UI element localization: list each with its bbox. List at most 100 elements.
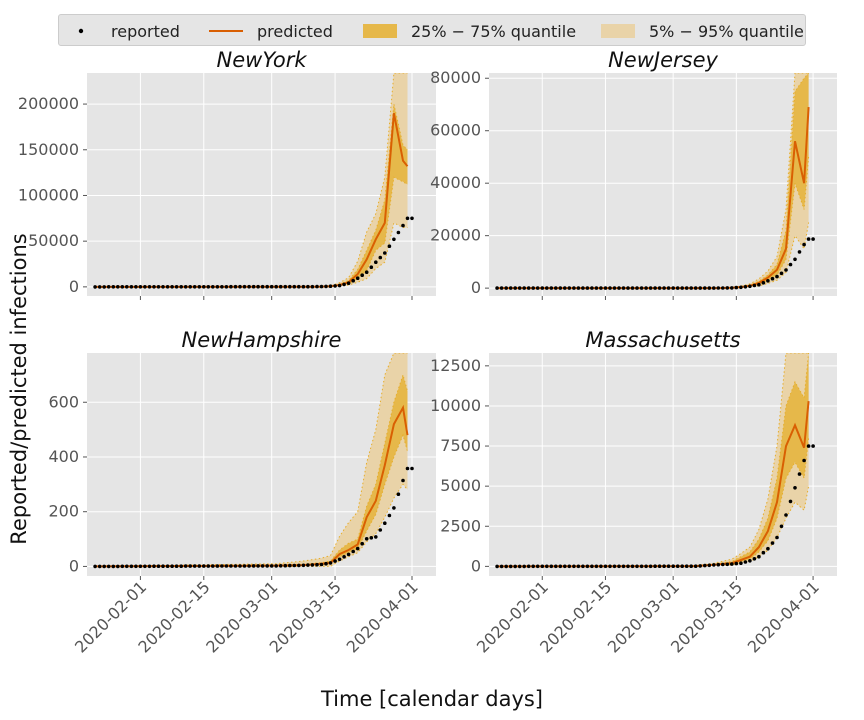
reported-point	[545, 564, 549, 569]
reported-point	[233, 564, 238, 568]
legend-item-predicted: predicted	[209, 15, 333, 47]
reported-point	[757, 554, 761, 559]
reported-point	[292, 284, 297, 289]
reported-point	[617, 286, 621, 290]
reported-point	[526, 286, 531, 290]
plot-content	[93, 353, 414, 569]
reported-point	[229, 564, 233, 568]
reported-point	[206, 285, 211, 289]
reported-point	[684, 564, 689, 568]
reported-point	[653, 286, 657, 290]
y-tick-label: 40000	[430, 173, 481, 192]
y-tick-label: 20000	[430, 226, 481, 245]
reported-point	[233, 284, 238, 289]
reported-point	[549, 564, 554, 569]
panel-title: NewJersey	[608, 48, 718, 72]
reported-point	[576, 564, 581, 569]
reported-point	[635, 286, 639, 290]
reported-point	[387, 244, 392, 248]
reported-point	[535, 286, 540, 290]
panel-title: Massachusetts	[585, 328, 740, 352]
reported-point	[152, 564, 156, 568]
reported-point	[608, 286, 612, 290]
reported-point	[567, 564, 572, 569]
reported-point	[712, 286, 716, 290]
legend-item-reported: reported	[73, 15, 180, 47]
reported-point	[206, 564, 211, 568]
y-tick-label: 200000	[18, 94, 79, 113]
reported-point	[269, 564, 274, 568]
reported-point	[260, 284, 265, 289]
reported-point	[675, 564, 680, 568]
reported-point	[806, 237, 811, 241]
reported-point	[693, 564, 698, 568]
reported-point	[202, 285, 206, 289]
reported-point	[147, 564, 152, 569]
panel-newyork: 0 50000 100000 150000 200000 NewYork	[18, 48, 436, 300]
reported-point	[265, 284, 270, 289]
reported-point	[572, 564, 576, 569]
reported-point	[134, 564, 138, 569]
y-tick-label: 10000	[430, 396, 481, 415]
reported-point	[689, 564, 693, 568]
reported-point	[251, 284, 256, 289]
reported-point	[156, 285, 161, 289]
quantile-5-95-band-edge	[95, 483, 408, 567]
reported-point	[410, 216, 414, 221]
reported-point	[220, 285, 224, 289]
reported-point	[125, 285, 129, 289]
reported-point	[797, 472, 802, 476]
reported-point	[247, 284, 251, 289]
reported-point	[288, 284, 292, 289]
reported-point	[324, 284, 328, 289]
reported-point	[125, 564, 129, 569]
reported-point	[775, 274, 779, 279]
reported-point	[333, 559, 337, 563]
reported-point	[517, 286, 522, 290]
reported-point	[535, 564, 540, 569]
reported-point	[319, 562, 324, 567]
y-tick-label: 150000	[18, 140, 79, 159]
reported-point	[106, 564, 111, 569]
y-tick-label: 0	[69, 277, 79, 296]
reported-point	[374, 260, 378, 265]
legend-item-q5: 5% − 95% quantile	[601, 15, 804, 47]
reported-point	[392, 506, 396, 510]
reported-point	[387, 513, 392, 518]
x-tick-label: 2020-04-01	[744, 577, 823, 656]
reported-point	[156, 564, 161, 568]
reported-point	[405, 466, 410, 471]
reported-point	[657, 286, 662, 290]
reported-point	[626, 286, 630, 290]
reported-point	[355, 276, 360, 281]
reported-point	[554, 564, 558, 569]
reported-point	[739, 561, 743, 565]
reported-point	[721, 286, 725, 290]
reported-point	[572, 286, 576, 290]
reported-point	[297, 563, 301, 568]
reported-point	[324, 561, 328, 566]
reported-point	[748, 284, 752, 289]
reported-point	[274, 564, 279, 568]
reported-point	[594, 564, 599, 569]
reported-point	[93, 285, 97, 289]
reported-point	[558, 564, 563, 569]
reported-point	[680, 564, 684, 568]
reported-point	[129, 285, 134, 289]
reported-point	[378, 255, 383, 260]
reported-point	[278, 564, 283, 568]
reported-point	[581, 286, 585, 290]
panel-newhampshire: 02004006002020-02-012020-02-152020-03-01…	[48, 328, 436, 657]
y-tick-label: 2500	[440, 516, 481, 535]
reported-point	[748, 559, 752, 563]
reported-point	[766, 279, 770, 283]
reported-point	[517, 564, 522, 569]
reported-point	[752, 283, 757, 288]
quantile-5-95-band-edge	[95, 353, 408, 567]
y-tick-label: 60000	[430, 121, 481, 140]
reported-point	[666, 564, 671, 568]
reported-point	[513, 564, 517, 569]
reported-point	[134, 285, 138, 289]
reported-point	[707, 563, 712, 568]
reported-point	[811, 237, 815, 241]
